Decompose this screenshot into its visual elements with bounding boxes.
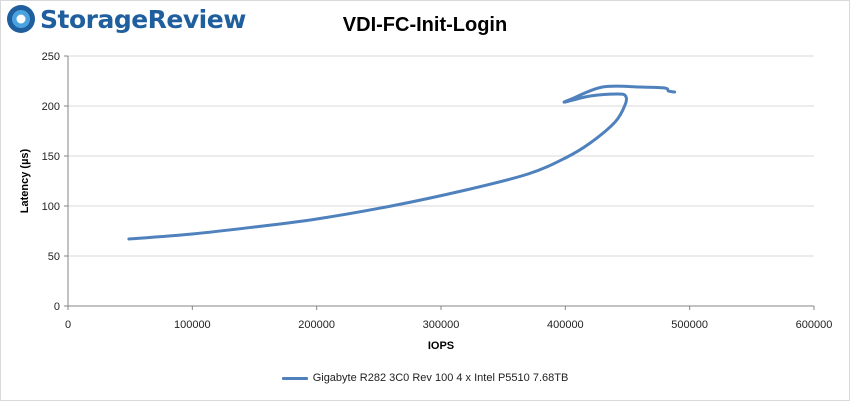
x-tick-label: 300000 <box>423 319 460 331</box>
x-tick-label: 200000 <box>298 319 335 331</box>
legend: Gigabyte R282 3C0 Rev 100 4 x Intel P551… <box>0 372 850 384</box>
y-tick-label: 100 <box>42 201 60 213</box>
y-axis-label: Latency (µs) <box>19 148 31 213</box>
x-tick-label: 0 <box>65 319 71 331</box>
x-tick-label: 400000 <box>547 319 584 331</box>
gridlines <box>68 55 814 257</box>
brand-logo: StorageReview <box>6 4 246 34</box>
y-tick-label: 0 <box>54 301 60 313</box>
x-axis-label: IOPS <box>428 340 454 352</box>
brand-name: StorageReview <box>40 4 246 34</box>
legend-swatch <box>281 376 308 380</box>
x-tick-label: 100000 <box>174 319 211 331</box>
y-tick-labels: 0 50 100 150 200 250 <box>42 51 60 313</box>
x-tick-label: 500000 <box>671 319 708 331</box>
series-line <box>127 84 677 241</box>
x-tick-labels: 0 100000 200000 300000 400000 500000 600000 <box>65 319 832 331</box>
storage-review-logo-icon <box>7 5 35 33</box>
legend-label: Gigabyte R282 3C0 Rev 100 4 x Intel P551… <box>312 372 569 384</box>
y-tick-label: 250 <box>42 51 60 63</box>
chart-title: VDI-FC-Init-Login <box>342 14 508 36</box>
y-tick-label: 200 <box>42 101 60 113</box>
x-tick-label: 600000 <box>796 319 833 331</box>
series-lines <box>127 84 677 241</box>
y-tick-label: 150 <box>42 151 60 163</box>
y-tick-label: 50 <box>48 251 60 263</box>
axes <box>64 55 815 310</box>
